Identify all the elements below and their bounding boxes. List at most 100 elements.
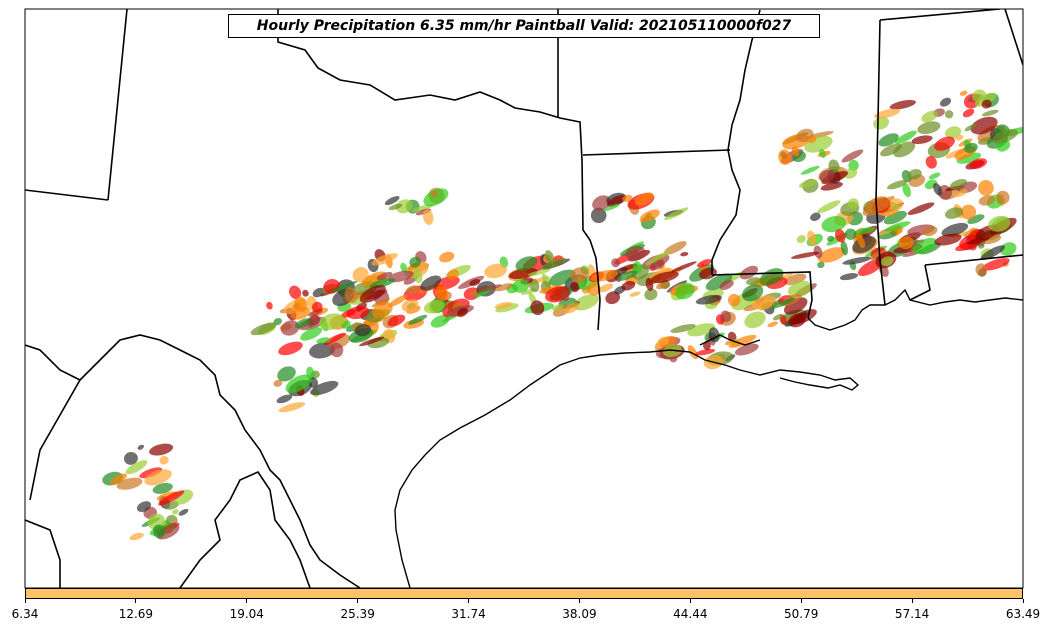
mexico-state-line-1	[25, 519, 61, 588]
precip-blob	[939, 97, 952, 107]
precip-blob	[144, 469, 172, 486]
fl-panhandle	[924, 254, 1023, 266]
la-ms-border	[711, 271, 813, 319]
precip-blob	[695, 349, 716, 356]
precip-blob	[928, 172, 941, 180]
precip-blob	[297, 316, 327, 331]
precip-blob	[605, 291, 621, 305]
precip-blob	[883, 210, 907, 225]
precip-blob	[369, 277, 396, 289]
precip-blob	[289, 285, 302, 300]
precip-blob	[309, 342, 336, 359]
precip-blob	[406, 285, 420, 294]
precip-blob	[423, 188, 449, 207]
colorbar-tick-mark	[578, 599, 580, 603]
al-ga-border	[1004, 9, 1023, 66]
precip-blob	[727, 331, 737, 342]
precip-blob	[548, 269, 576, 286]
tx-panhandle-border	[277, 9, 601, 331]
precip-blob	[790, 251, 820, 259]
precip-blob	[969, 158, 987, 169]
precip-blob	[551, 304, 564, 311]
precip-blob	[972, 89, 987, 103]
colorbar-tick-label: 31.74	[451, 607, 486, 621]
precip-blob	[810, 212, 821, 222]
precip-blob	[152, 482, 173, 494]
precip-blob	[817, 247, 846, 263]
precip-blob	[817, 261, 825, 269]
precip-blob	[819, 169, 835, 182]
precip-blob	[841, 149, 864, 163]
precip-blob	[887, 180, 908, 190]
colorbar-tick-label: 38.09	[562, 607, 597, 621]
precip-blob	[955, 134, 964, 141]
colorbar-tick-mark	[246, 599, 248, 603]
colorbar-tick-mark	[468, 599, 470, 603]
precip-blob	[917, 121, 941, 135]
precip-blob	[657, 336, 670, 346]
colorbar-tick-mark	[800, 599, 802, 603]
colorbar-tick-mark	[24, 599, 26, 603]
precip-blob	[783, 297, 808, 315]
precip-blob	[978, 243, 985, 249]
precip-blob	[806, 136, 817, 143]
precip-blob	[136, 501, 152, 512]
nm-az-border	[107, 9, 128, 201]
precip-blob	[277, 366, 296, 382]
ar-la-border	[582, 149, 731, 156]
precip-blob	[152, 524, 166, 539]
precip-blob	[865, 197, 891, 213]
fl-al-border	[909, 264, 931, 301]
precip-blob	[898, 236, 914, 250]
colorbar-tick-mark	[135, 599, 137, 603]
precip-blob	[792, 309, 817, 325]
precip-blob	[125, 460, 148, 475]
precip-blob	[395, 199, 413, 214]
precip-blob	[116, 477, 143, 490]
precip-blob	[346, 306, 370, 320]
precip-blob	[273, 379, 283, 387]
precip-blob	[807, 230, 817, 246]
precip-blob	[834, 229, 846, 243]
precip-blob	[889, 99, 916, 110]
precip-blob	[962, 108, 975, 118]
precip-blob	[884, 221, 911, 232]
precip-blob	[603, 203, 620, 212]
precip-blob	[250, 322, 277, 336]
precip-blob	[719, 280, 734, 290]
precip-blob	[978, 195, 996, 206]
precip-blob	[842, 256, 872, 265]
political-boundaries	[25, 9, 1023, 588]
precip-blob	[778, 149, 792, 165]
precip-blob	[178, 508, 189, 516]
precip-blob	[727, 293, 741, 307]
precip-blob	[840, 240, 848, 256]
precip-blob	[422, 209, 434, 225]
precip-blob	[384, 196, 400, 206]
precip-blob	[598, 283, 614, 293]
precip-blob	[894, 130, 917, 145]
precip-blob	[772, 313, 784, 321]
precip-blob	[420, 275, 442, 291]
precip-blob	[323, 332, 346, 346]
precip-blob	[720, 310, 732, 323]
precip-blob	[944, 126, 962, 139]
precip-blob	[728, 334, 757, 348]
precip-blob	[278, 402, 306, 413]
precip-blob	[767, 321, 778, 328]
precip-blob	[387, 314, 406, 327]
precip-blob	[964, 123, 977, 132]
precip-blob	[839, 273, 859, 281]
precip-blob	[949, 179, 968, 190]
gulf-coastline	[394, 288, 1023, 588]
precip-blob	[401, 299, 419, 312]
precip-blob	[889, 204, 900, 210]
precip-blob	[964, 142, 978, 153]
precip-blob	[632, 261, 643, 274]
map-title: Hourly Precipitation 6.35 mm/hr Paintbal…	[228, 14, 820, 38]
precip-blob	[408, 314, 428, 325]
precip-blob	[527, 269, 551, 276]
precip-blob	[956, 152, 982, 164]
precip-blob	[285, 374, 312, 393]
